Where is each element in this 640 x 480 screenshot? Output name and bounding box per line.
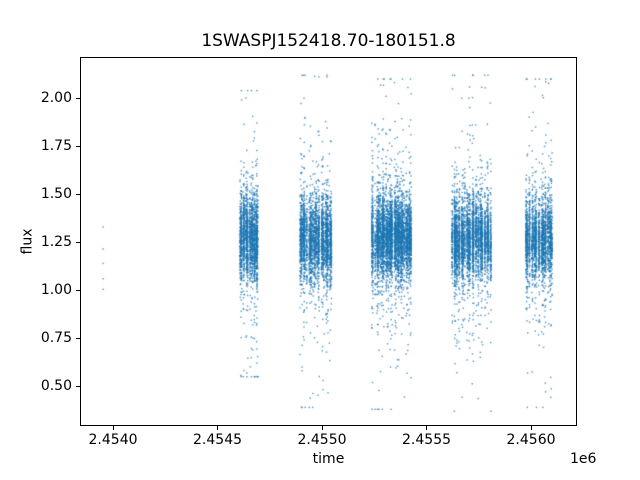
y-tick-label: 1.75: [40, 138, 72, 155]
y-tick-label: 1.00: [40, 282, 72, 299]
x-tick-label: 2.4550: [297, 432, 347, 448]
x-tick-mark: [112, 426, 114, 430]
x-tick-label: 2.4540: [88, 432, 138, 448]
y-tick-mark: [76, 97, 80, 99]
x-tick-mark: [217, 426, 219, 430]
y-tick-mark: [76, 193, 80, 195]
y-tick-mark: [76, 145, 80, 147]
x-tick-label: 2.4545: [193, 432, 243, 448]
y-tick-label: 1.50: [40, 186, 72, 203]
chart-title: 1SWASPJ152418.70-180151.8: [201, 31, 456, 51]
x-tick-mark: [426, 426, 428, 430]
y-axis-label: flux: [19, 228, 36, 255]
y-tick-label: 2.00: [40, 90, 72, 107]
y-tick-label: 0.75: [40, 330, 72, 347]
x-tick-mark: [530, 426, 532, 430]
scatter-plot-canvas: [80, 57, 577, 426]
x-axis-label: time: [312, 451, 345, 467]
y-tick-mark: [76, 289, 80, 291]
x-axis-offset-label: 1e6: [570, 451, 597, 467]
x-tick-label: 2.4560: [506, 432, 556, 448]
x-tick-mark: [321, 426, 323, 430]
x-tick-label: 2.4555: [402, 432, 452, 448]
y-tick-label: 0.50: [40, 378, 72, 395]
y-tick-mark: [76, 337, 80, 339]
y-tick-mark: [76, 241, 80, 243]
y-tick-mark: [76, 385, 80, 387]
y-tick-label: 1.25: [40, 234, 72, 251]
